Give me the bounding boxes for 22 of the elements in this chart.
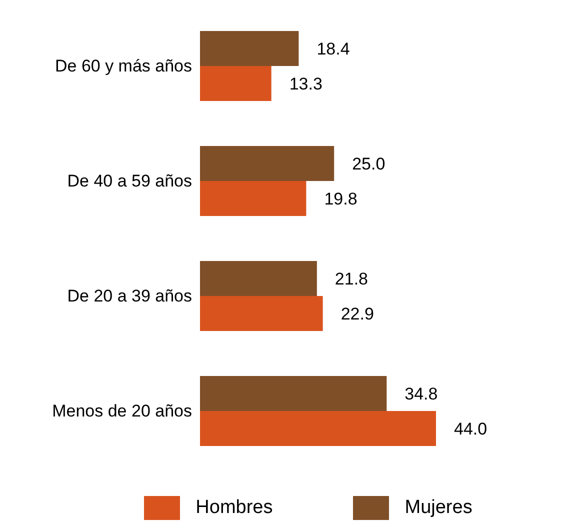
y-tick-label: De 40 a 59 años — [67, 172, 192, 191]
bar — [200, 296, 323, 331]
data-label: 34.8 — [404, 384, 438, 404]
data-label: 21.8 — [334, 269, 368, 288]
bar — [200, 31, 299, 66]
bar — [200, 376, 387, 411]
bar — [200, 66, 272, 101]
data-label: 25.0 — [352, 154, 386, 174]
bar — [200, 261, 317, 296]
data-label: 22.9 — [340, 304, 374, 324]
bar — [200, 181, 306, 216]
data-label: 19.8 — [324, 189, 358, 208]
bar — [200, 411, 436, 446]
y-tick-label: De 20 a 39 años — [67, 286, 192, 306]
data-label: 44.0 — [454, 419, 488, 438]
bar — [200, 146, 334, 181]
legend-label: Mujeres — [404, 497, 472, 519]
y-tick-label: Menos de 20 años — [52, 402, 192, 421]
legend-label: Hombres — [196, 497, 273, 519]
data-label: 13.3 — [289, 74, 322, 94]
data-label: 18.4 — [316, 39, 350, 58]
y-tick-label: De 60 y más años — [54, 56, 192, 76]
